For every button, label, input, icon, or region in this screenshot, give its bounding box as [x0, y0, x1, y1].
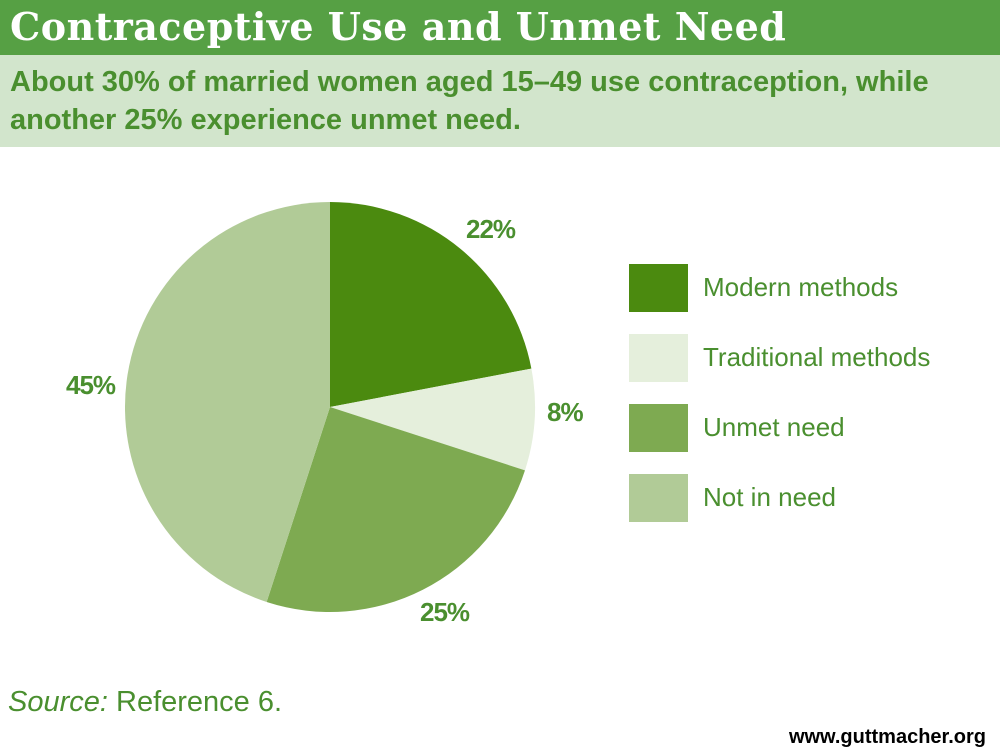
slice-label-not-in-need: 45%: [66, 370, 116, 400]
subtitle-bar: About 30% of married women aged 15–49 us…: [0, 55, 1000, 147]
pie-slice-not-in-need: [124, 201, 331, 602]
legend-item-modern-methods: Modern methods: [629, 264, 989, 312]
legend-label-not-in-need: Not in need: [703, 482, 836, 512]
legend-swatch-modern-methods: [629, 264, 688, 312]
source-prefix: Source:: [8, 686, 108, 718]
pie-slice-traditional-methods: [330, 368, 536, 471]
legend-swatch-not-in-need: [629, 474, 688, 522]
source-note: Source: Reference 6.: [8, 686, 282, 719]
website-url: www.guttmacher.org: [788, 726, 986, 748]
pie-slice-modern-methods: [330, 202, 532, 407]
title-bar: Contraceptive Use and Unmet Need: [0, 0, 1000, 55]
legend-swatch-unmet-need: [629, 404, 688, 452]
slice-label-unmet-need: 25%: [420, 597, 470, 627]
pie-slice-unmet-need: [266, 407, 525, 613]
slice-label-traditional-methods: 8%: [547, 397, 584, 427]
chart-title: Contraceptive Use and Unmet Need: [10, 4, 787, 49]
legend-item-traditional-methods: Traditional methods: [629, 334, 989, 382]
legend-label-traditional-methods: Traditional methods: [703, 342, 931, 372]
pie-chart: [124, 201, 536, 613]
legend-item-not-in-need: Not in need: [629, 474, 989, 522]
slice-label-modern-methods: 22%: [466, 214, 516, 244]
source-text: Reference 6.: [107, 686, 283, 718]
chart-subtitle: About 30% of married women aged 15–49 us…: [10, 66, 929, 136]
legend-swatch-traditional-methods: [629, 334, 688, 382]
legend-label-unmet-need: Unmet need: [703, 412, 845, 442]
legend-label-modern-methods: Modern methods: [703, 272, 899, 302]
website-footer: www.guttmacher.org: [764, 720, 1000, 756]
legend-item-unmet-need: Unmet need: [629, 404, 989, 452]
